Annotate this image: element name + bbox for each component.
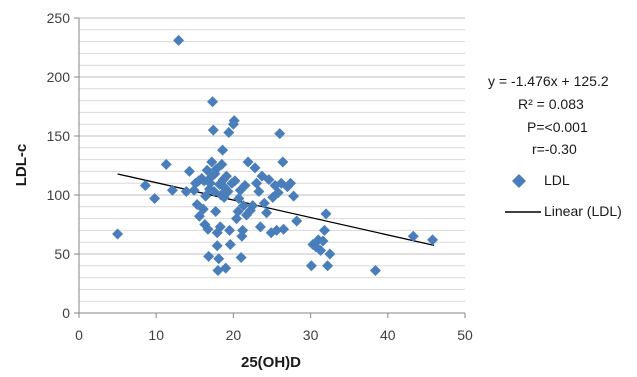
data-point [239, 180, 251, 192]
data-point [220, 262, 232, 274]
data-point [288, 190, 300, 202]
data-point [224, 239, 236, 251]
data-point [112, 228, 124, 240]
data-point [277, 156, 289, 168]
data-point [251, 177, 263, 189]
data-point [233, 193, 245, 205]
data-point [228, 115, 240, 127]
data-point [272, 187, 284, 199]
x-axis-title: 25(OH)D [241, 354, 301, 371]
x-tick-label: 20 [226, 327, 242, 343]
x-tick-label: 50 [457, 327, 473, 343]
data-point [203, 250, 215, 262]
trendline-layer [117, 173, 435, 247]
data-point [173, 34, 185, 46]
data-point [206, 156, 218, 168]
data-point [235, 252, 247, 264]
data-point [247, 200, 259, 212]
data-point [324, 248, 336, 260]
data-point [214, 221, 226, 233]
data-point [322, 260, 334, 272]
data-point [271, 224, 283, 236]
data-point [217, 144, 229, 156]
axes [74, 17, 466, 318]
x-tick-label: 10 [148, 327, 164, 343]
r-squared-label: R² = 0.083 [518, 96, 584, 112]
y-tick-label: 100 [47, 187, 71, 203]
data-point [249, 162, 261, 174]
data-point [242, 156, 254, 168]
legend-marker-ldl [512, 174, 526, 188]
data-point [207, 96, 219, 108]
data-point [220, 170, 232, 182]
tick-labels: 0 50 100 150 200 250 0 10 20 30 40 50 [47, 10, 473, 343]
legend-trendline-marker [505, 211, 541, 213]
data-point [210, 206, 222, 218]
data-point [207, 124, 219, 136]
data-point [232, 206, 244, 218]
r-value-label: r=-0.30 [532, 141, 577, 157]
data-point [211, 240, 223, 252]
data-point [369, 265, 381, 277]
data-point [320, 208, 332, 220]
y-tick-label: 250 [47, 10, 71, 26]
data-point [427, 234, 439, 246]
data-point [274, 128, 286, 140]
data-point [318, 224, 330, 236]
data-point [213, 253, 225, 265]
data-point [285, 177, 297, 189]
p-value-label: P=<0.001 [527, 119, 588, 135]
legend-label-ldl: LDL [544, 172, 570, 188]
data-point [229, 175, 241, 187]
data-point [166, 184, 178, 196]
data-point [222, 185, 234, 197]
regression-equation: y = -1.476x + 125.2 [488, 73, 609, 89]
y-tick-label: 0 [62, 305, 70, 321]
data-point [263, 174, 275, 186]
data-point [183, 165, 195, 177]
y-tick-label: 150 [47, 128, 71, 144]
data-point [317, 235, 329, 247]
data-point [139, 180, 151, 192]
data-point [230, 213, 242, 225]
data-point [160, 158, 172, 170]
gridlines [79, 17, 465, 302]
data-point [261, 207, 273, 219]
y-tick-label: 50 [54, 246, 70, 262]
data-point [407, 230, 419, 242]
linear-trendline [117, 173, 435, 247]
data-point [197, 203, 209, 215]
data-point [223, 126, 235, 138]
x-tick-label: 40 [380, 327, 396, 343]
data-points [112, 34, 439, 277]
legend-label-trendline: Linear (LDL) [544, 203, 622, 219]
data-point [216, 158, 228, 170]
data-point [315, 244, 327, 256]
data-point [305, 260, 317, 272]
x-tick-label: 0 [75, 327, 83, 343]
data-point [237, 224, 249, 236]
data-point [254, 221, 266, 233]
data-point [258, 197, 270, 209]
data-point [202, 223, 214, 235]
data-point [237, 200, 249, 212]
data-point [278, 223, 290, 235]
y-axis-title: LDL-c [13, 144, 30, 187]
data-point [180, 185, 192, 197]
data-point [291, 215, 303, 227]
x-tick-label: 30 [303, 327, 319, 343]
data-point [149, 193, 161, 205]
y-tick-label: 200 [47, 69, 71, 85]
data-point [253, 185, 265, 197]
data-point [188, 184, 200, 196]
data-point [224, 224, 236, 236]
